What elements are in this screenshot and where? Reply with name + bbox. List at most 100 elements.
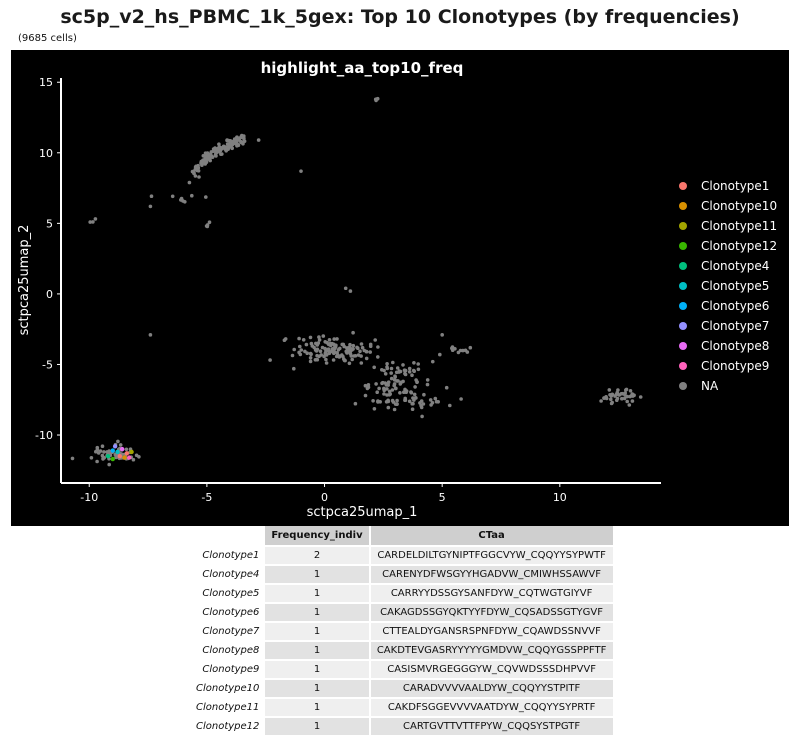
table-corner bbox=[190, 526, 266, 546]
data-point-na bbox=[204, 195, 208, 199]
data-point-na bbox=[624, 388, 628, 392]
figure-title: sc5p_v2_hs_PBMC_1k_5gex: Top 10 Clonotyp… bbox=[60, 6, 740, 28]
legend-swatch bbox=[679, 382, 687, 390]
cell-ctaa: CASISMVRGEGGGYW_CQVWDSSSDHPVVF bbox=[369, 660, 615, 680]
data-point-na bbox=[232, 137, 237, 141]
data-point-na bbox=[95, 445, 100, 450]
data-point-clonotype1 bbox=[124, 451, 130, 456]
data-point-na bbox=[383, 372, 388, 376]
data-point-na bbox=[363, 383, 368, 388]
data-point-na bbox=[389, 366, 394, 371]
data-point-na bbox=[607, 388, 612, 392]
data-point-na bbox=[373, 338, 378, 342]
y-tick-label: -5 bbox=[42, 358, 53, 371]
data-point-na bbox=[422, 392, 426, 397]
data-point-na bbox=[204, 160, 209, 164]
data-point-na bbox=[376, 345, 380, 349]
data-point-na bbox=[234, 141, 239, 145]
data-point-na bbox=[131, 457, 136, 462]
legend-swatch bbox=[679, 362, 687, 370]
data-point-na bbox=[98, 449, 103, 453]
data-point-na bbox=[444, 385, 449, 390]
row-label: Clonotype6 bbox=[190, 603, 266, 622]
data-point-na bbox=[351, 330, 355, 335]
data-point-na bbox=[412, 392, 417, 397]
data-point-na bbox=[223, 147, 228, 151]
data-point-na bbox=[225, 138, 229, 143]
data-point-na bbox=[201, 154, 206, 158]
data-point-na bbox=[414, 378, 418, 382]
table-row: Clonotype4 1 CARENYDFWSGYYHGADVW_CMIWHSSAW… bbox=[190, 565, 615, 585]
data-point-na bbox=[623, 393, 627, 397]
data-point-clonotype4 bbox=[105, 453, 111, 459]
table-row: Clonotype10 1 CARADVVVVAALDYW_CQQYYSTPITF bbox=[190, 679, 615, 699]
column-header-frequency: Frequency_indiv bbox=[265, 526, 371, 547]
data-point-na bbox=[340, 353, 344, 357]
legend-label: Clonotype12 bbox=[701, 239, 777, 253]
data-point-na bbox=[420, 414, 424, 419]
y-tick-label: 10 bbox=[39, 147, 53, 160]
data-point-na bbox=[342, 344, 347, 349]
table-row: Clonotype12 1 CARTGVTTVTTFPYW_CQQSYSTPGTF bbox=[190, 717, 615, 737]
data-point-na bbox=[134, 453, 139, 458]
data-point-na bbox=[325, 340, 329, 345]
data-point-na bbox=[428, 398, 433, 402]
data-point-na bbox=[410, 407, 415, 412]
row-label: Clonotype5 bbox=[190, 584, 266, 603]
cell-ctaa: CAKAGDSSGYQKTYYFDYW_CQSADSSGTYGVF bbox=[369, 603, 615, 623]
legend-label: NA bbox=[701, 379, 719, 393]
data-point-na bbox=[392, 382, 397, 386]
cell-ctaa: CARTGVTTVTTFPYW_CQQSYSTPGTF bbox=[369, 717, 615, 737]
data-point-na bbox=[393, 386, 398, 391]
data-point-na bbox=[330, 341, 335, 346]
data-point-na bbox=[390, 388, 395, 392]
data-point-na bbox=[388, 392, 393, 396]
data-point-na bbox=[448, 403, 452, 408]
data-point-clonotype8 bbox=[119, 446, 125, 452]
data-point-na bbox=[362, 348, 367, 353]
legend-label: Clonotype1 bbox=[701, 179, 769, 193]
data-point-na bbox=[389, 371, 394, 375]
data-point-na bbox=[332, 350, 337, 354]
cell-ctaa: CARDELDILTGYNIPTFGGCVYW_CQQYYSYPWTF bbox=[369, 546, 615, 566]
data-point-na bbox=[319, 353, 324, 357]
data-point-na bbox=[372, 407, 377, 411]
plot-title: highlight_aa_top10_freq bbox=[261, 59, 464, 77]
data-point-na bbox=[190, 193, 194, 198]
data-point-na bbox=[100, 444, 105, 449]
data-point-na bbox=[100, 453, 105, 458]
data-point-na bbox=[88, 220, 92, 224]
y-tick-label: 5 bbox=[46, 217, 53, 230]
data-point-na bbox=[345, 351, 349, 355]
data-point-na bbox=[407, 366, 412, 371]
data-point-na bbox=[407, 399, 412, 404]
data-point-clonotype12 bbox=[110, 456, 115, 462]
data-point-na bbox=[632, 393, 636, 398]
data-point-na bbox=[461, 348, 465, 353]
data-point-na bbox=[242, 139, 247, 143]
clonotype-table: Frequency_indiv CTaa Clonotype1 2 CARDELDI… bbox=[190, 526, 615, 737]
data-point-na bbox=[308, 356, 313, 360]
row-label: Clonotype9 bbox=[190, 660, 266, 679]
data-point-clonotype1 bbox=[117, 453, 123, 459]
data-point-na bbox=[430, 359, 435, 364]
cell-frequency: 1 bbox=[265, 698, 371, 718]
legend-label: Clonotype6 bbox=[701, 299, 769, 313]
data-point-na bbox=[365, 386, 370, 391]
legend-layer: Clonotype1 Clonotype10 Clonotype11 Clonotyp… bbox=[679, 179, 777, 393]
data-point-na bbox=[102, 450, 106, 454]
data-point-na bbox=[197, 175, 201, 179]
data-point-na bbox=[226, 146, 231, 151]
data-point-na bbox=[616, 388, 620, 392]
data-point-na bbox=[628, 394, 632, 399]
data-point-na bbox=[620, 396, 624, 401]
data-point-na bbox=[414, 396, 418, 400]
legend-swatch bbox=[679, 242, 687, 250]
data-point-na bbox=[305, 351, 310, 356]
data-point-na bbox=[351, 343, 356, 348]
data-point-na bbox=[628, 389, 633, 393]
legend-label: Clonotype5 bbox=[701, 279, 769, 293]
row-label: Clonotype11 bbox=[190, 698, 266, 717]
data-point-na bbox=[301, 338, 306, 342]
